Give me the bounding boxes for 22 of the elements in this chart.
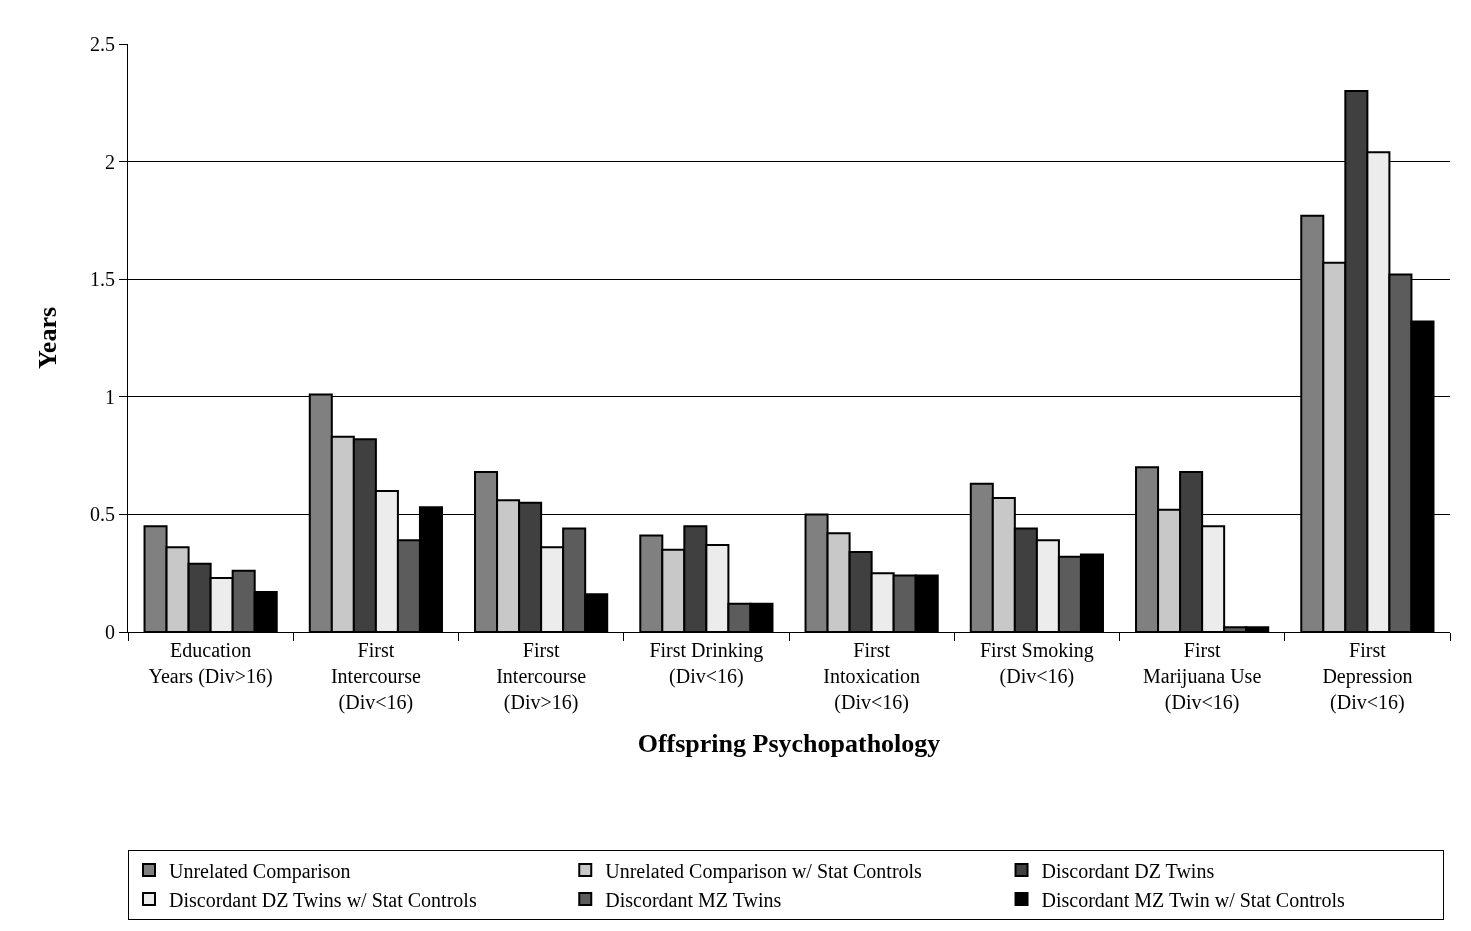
y-tick-label: 2 <box>105 150 115 173</box>
x-tick-label: First Intercourse (Div<16) <box>330 639 421 714</box>
x-tick-label: First Smoking (Div<16) <box>979 639 1094 688</box>
x-tick-label: Education Years (Div>16) <box>148 639 273 688</box>
y-axis-title: Years <box>33 306 63 370</box>
x-tick-label: First Depression (Div<16) <box>1322 639 1413 714</box>
x-tick-label: First Drinking (Div<16) <box>649 639 764 688</box>
legend-label: Discordant MZ Twin w/ Stat Controls <box>1041 888 1345 911</box>
y-tick-label: 0.5 <box>90 503 115 526</box>
legend-label: Discordant DZ Twins <box>1041 859 1215 882</box>
x-tick-label: First Marijuana Use (Div<16) <box>1142 639 1262 714</box>
x-axis-title: Offspring Psychopathology <box>637 728 941 758</box>
legend-label: Unrelated Comparison w/ Stat Controls <box>605 859 923 883</box>
y-tick-label: 1.5 <box>90 268 115 291</box>
legend-label: Unrelated Comparison <box>169 859 351 883</box>
y-tick-label: 2.5 <box>90 33 115 55</box>
y-tick-label: 0 <box>105 621 115 643</box>
y-tick-label: 1 <box>105 385 115 408</box>
x-tick-label: First Intercourse (Div>16) <box>496 639 587 714</box>
legend-label: Discordant DZ Twins w/ Stat Controls <box>169 888 477 911</box>
x-tick-label: First Intoxication (Div<16) <box>823 639 920 714</box>
legend-label: Discordant MZ Twins <box>605 888 782 911</box>
